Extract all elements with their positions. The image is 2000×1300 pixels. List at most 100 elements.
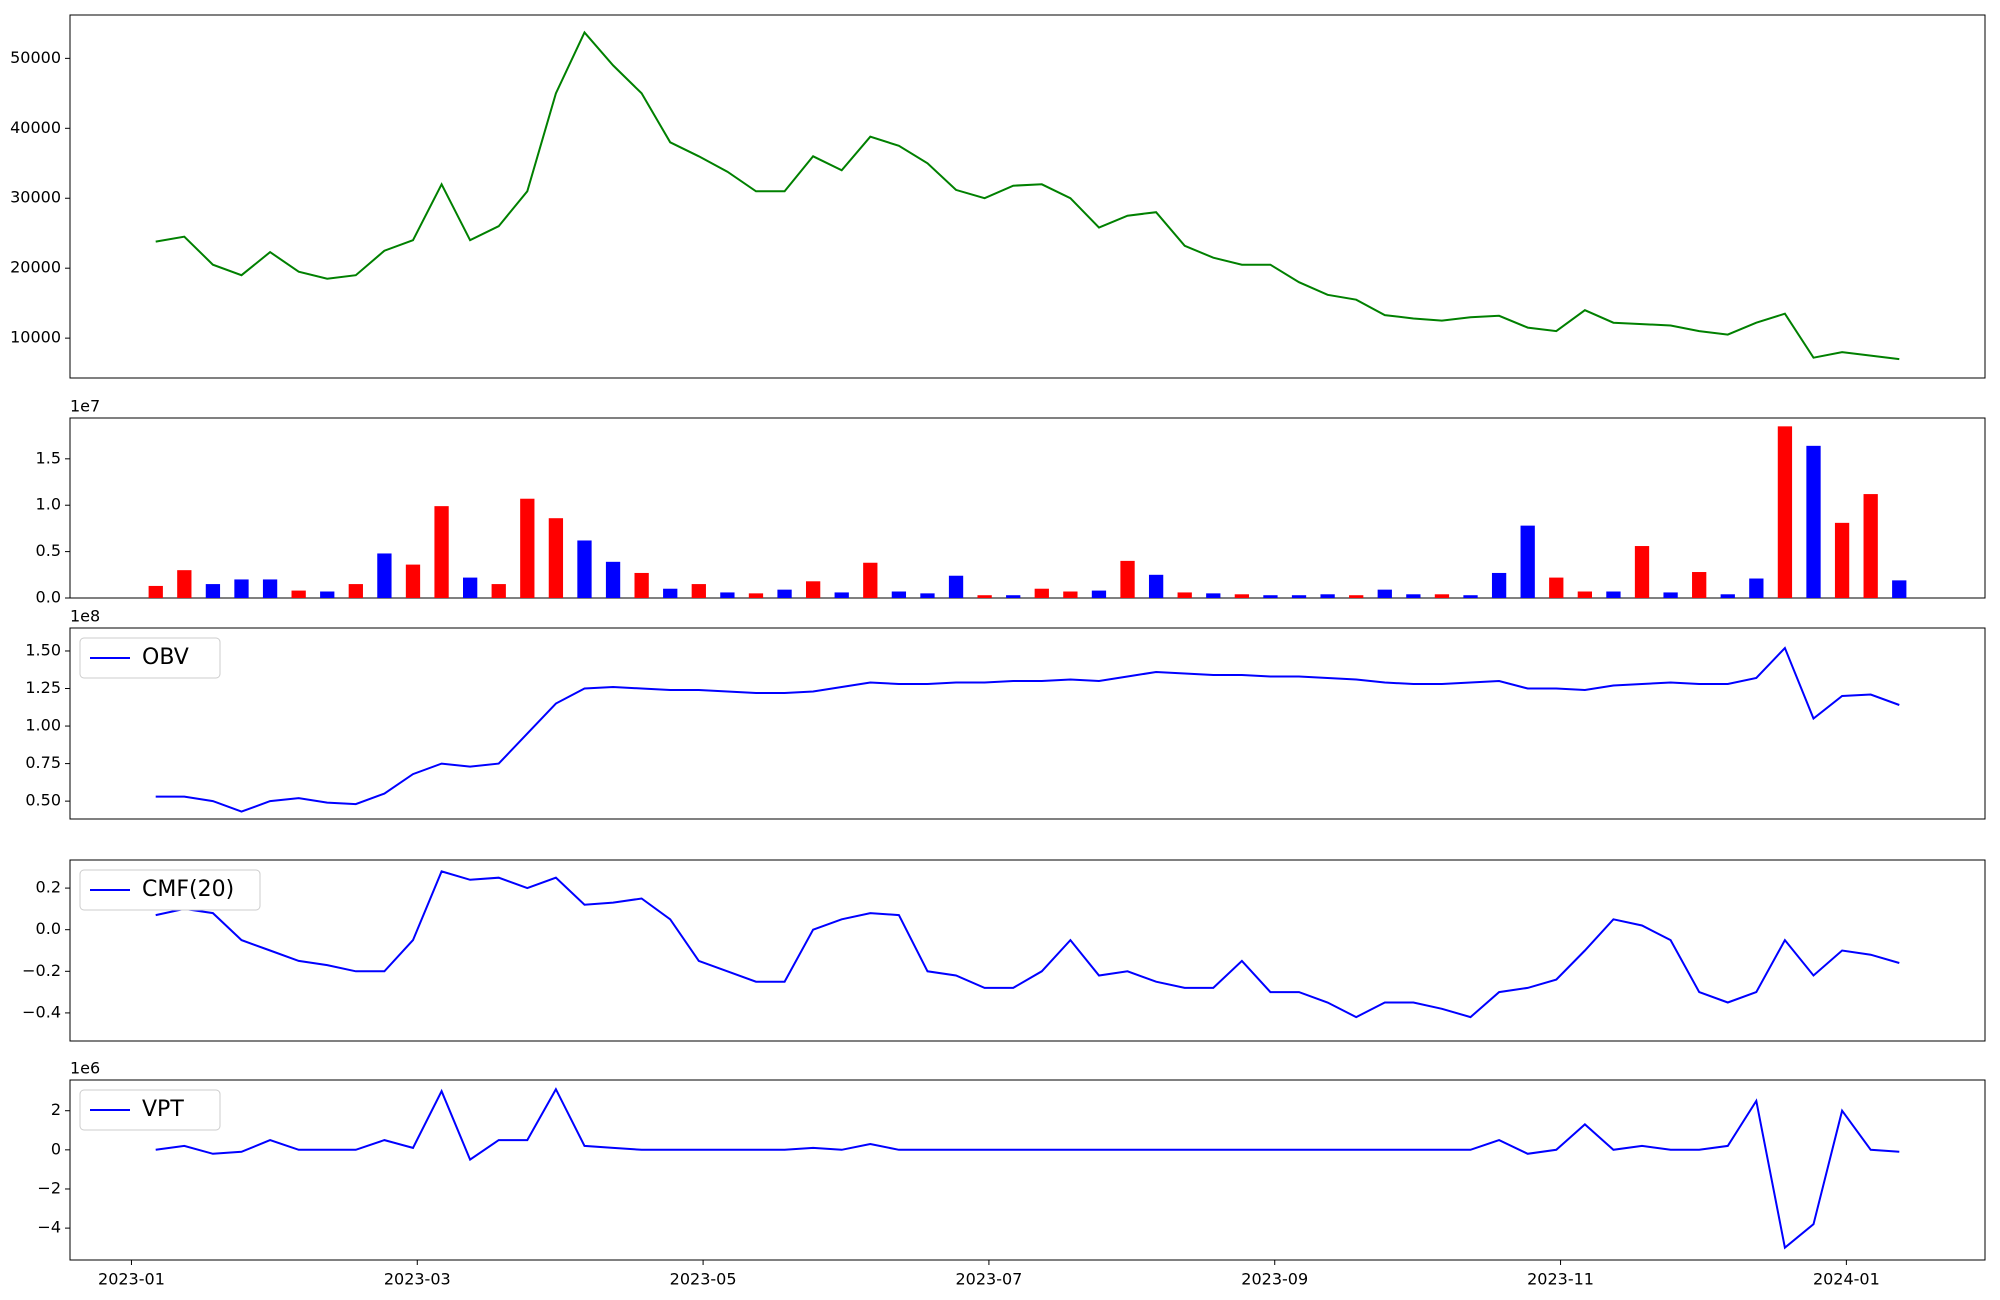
bar <box>891 591 907 598</box>
bar <box>777 589 792 598</box>
x-tick-label: 2023-11 <box>1527 1270 1594 1289</box>
bar <box>1463 595 1478 598</box>
legend-label: VPT <box>142 1097 184 1122</box>
bar <box>577 540 592 598</box>
y-tick-label: 0.0 <box>36 588 61 607</box>
bar <box>920 593 935 598</box>
axis-offset-label: 1e6 <box>70 1059 100 1078</box>
bar <box>1063 591 1078 598</box>
legend-box <box>79 869 261 911</box>
x-tick-label: 2024-01 <box>1813 1270 1880 1289</box>
y-tick-label: −2 <box>37 1178 61 1197</box>
x-tick-label: 2023-05 <box>670 1270 737 1289</box>
bar <box>1577 591 1592 598</box>
x-tick-label: 2023-07 <box>955 1270 1022 1289</box>
bar <box>1091 590 1107 598</box>
y-tick-label: 1.0 <box>36 495 61 514</box>
bar <box>1663 592 1678 598</box>
bar <box>1606 591 1621 598</box>
axis-offset-label: 1e8 <box>70 607 100 626</box>
bar <box>1206 593 1221 598</box>
line <box>155 1087 1900 1250</box>
legend-label: CMF(20) <box>142 877 234 902</box>
bar <box>262 579 278 598</box>
y-tick-label: 0.2 <box>36 878 61 897</box>
bar <box>1549 577 1564 598</box>
bar <box>863 562 878 598</box>
y-tick-label: 0 <box>51 1139 61 1158</box>
line <box>155 646 1900 813</box>
bar <box>1434 594 1450 598</box>
line <box>155 870 1900 1019</box>
bar <box>1749 578 1764 598</box>
bar <box>1406 594 1421 598</box>
bar <box>320 591 335 598</box>
y-tick-label: 2 <box>51 1100 61 1119</box>
bar <box>148 585 163 598</box>
plot-frame <box>69 14 1986 379</box>
bar <box>1320 594 1335 598</box>
bar <box>177 570 192 598</box>
bar <box>1291 595 1307 598</box>
bar <box>605 561 621 598</box>
x-tick-label: 2023-03 <box>384 1270 451 1289</box>
y-tick-label: 0.0 <box>36 919 61 938</box>
legend-box <box>79 637 221 679</box>
bar <box>377 553 392 598</box>
bar <box>348 584 363 598</box>
y-tick-label: 0.75 <box>25 753 61 772</box>
bar <box>1806 445 1821 598</box>
bar <box>1349 595 1364 598</box>
legend-box <box>79 1089 221 1131</box>
bar <box>1634 546 1650 598</box>
bar <box>434 506 449 598</box>
bar <box>1777 426 1793 598</box>
y-tick-label: 1.50 <box>25 640 61 659</box>
bar <box>1834 522 1850 598</box>
plot-frame <box>69 417 1986 599</box>
plot-frame <box>69 627 1986 820</box>
bar <box>1491 572 1507 598</box>
y-tick-label: −0.2 <box>22 961 61 980</box>
bar <box>1692 572 1707 598</box>
y-tick-label: 1.25 <box>25 678 61 697</box>
bar <box>805 581 821 598</box>
bar <box>1006 595 1021 598</box>
y-tick-label: −0.4 <box>22 1002 61 1021</box>
legend-label: OBV <box>142 645 189 670</box>
bar <box>1720 594 1735 598</box>
bar <box>205 584 221 598</box>
bar <box>1234 594 1250 598</box>
bar <box>1892 580 1907 598</box>
bar <box>1034 588 1049 598</box>
bar <box>834 592 849 598</box>
y-tick-label: 40000 <box>10 118 61 137</box>
bar <box>1520 525 1535 598</box>
y-tick-label: −4 <box>37 1218 61 1237</box>
bar <box>1863 494 1878 598</box>
bar <box>463 577 478 598</box>
bar <box>748 593 764 598</box>
bar <box>663 588 678 598</box>
bar <box>948 575 964 598</box>
bar <box>234 579 249 598</box>
y-tick-label: 0.50 <box>25 791 61 810</box>
bar <box>520 498 535 598</box>
y-tick-label: 1.00 <box>25 716 61 735</box>
bar <box>691 584 706 598</box>
bar <box>291 590 306 598</box>
bar <box>1377 589 1392 598</box>
y-tick-label: 50000 <box>10 48 61 67</box>
plot-frame <box>69 859 1986 1042</box>
bar <box>634 572 649 598</box>
bar <box>548 518 564 598</box>
y-tick-label: 20000 <box>10 258 61 277</box>
y-tick-label: 10000 <box>10 328 61 347</box>
line <box>155 30 1900 361</box>
bar <box>405 564 421 598</box>
plot-frame <box>69 1079 1986 1261</box>
y-tick-label: 30000 <box>10 188 61 207</box>
y-tick-label: 1.5 <box>36 448 61 467</box>
bar <box>1148 574 1164 598</box>
bar <box>1177 592 1192 598</box>
